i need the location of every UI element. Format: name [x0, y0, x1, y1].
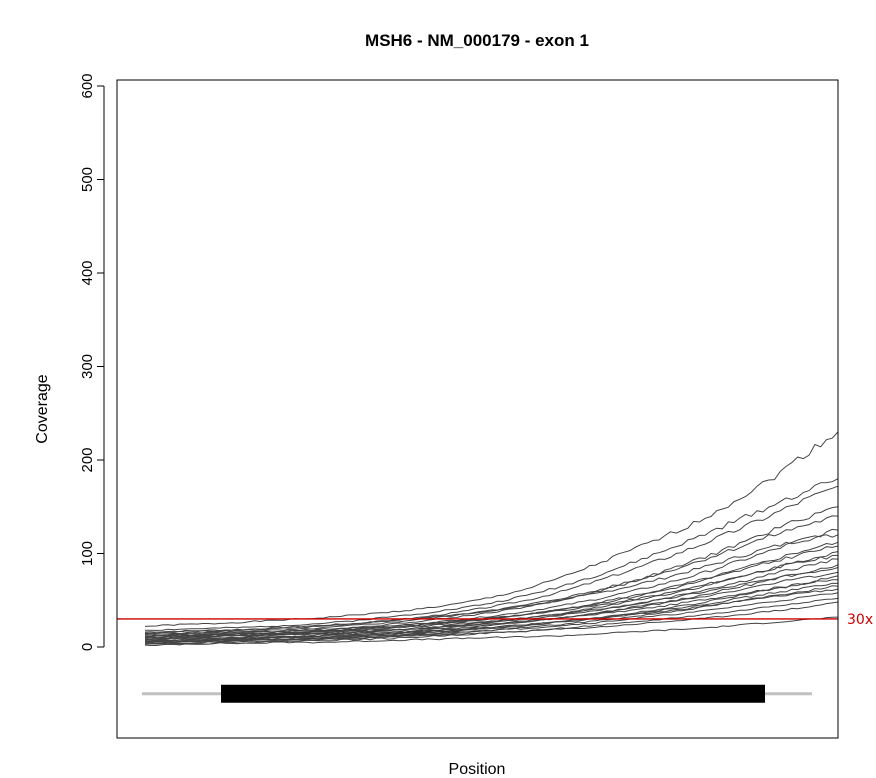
- x-axis-label: Position: [449, 761, 506, 778]
- y-axis-label: Coverage: [34, 374, 51, 443]
- y-tick-label: 600: [79, 73, 96, 98]
- exon-box: [221, 684, 765, 703]
- coverage-series-line: [145, 588, 839, 641]
- y-tick-label: 200: [79, 447, 96, 472]
- threshold-label: 30x: [847, 612, 873, 628]
- plot-frame: [116, 79, 839, 739]
- coverage-series-line: [144, 534, 839, 633]
- coverage-series-line: [145, 478, 839, 631]
- threshold-group: 30x: [117, 612, 873, 628]
- y-tick-label: 300: [79, 354, 96, 379]
- y-axis: 0 100 200 300 400 500 600: [79, 73, 105, 651]
- coverage-series-line: [144, 592, 839, 644]
- coverage-series-line: [144, 616, 839, 646]
- coverage-series-line: [144, 567, 839, 637]
- exon-track: [142, 684, 812, 703]
- y-tick-label: 500: [79, 167, 96, 192]
- coverage-series-line: [144, 579, 839, 639]
- coverage-series-line: [144, 601, 839, 643]
- y-tick-label: 100: [79, 541, 96, 566]
- coverage-series-group: [144, 431, 839, 646]
- coverage-series-line: [144, 431, 839, 627]
- y-tick-label: 0: [79, 643, 96, 651]
- y-tick-label: 400: [79, 260, 96, 285]
- coverage-series-line: [144, 515, 839, 635]
- plot-area: 30x: [117, 431, 873, 703]
- chart-title: MSH6 - NM_000179 - exon 1: [365, 31, 589, 50]
- coverage-series-line: [144, 485, 839, 634]
- coverage-series-line: [144, 554, 839, 636]
